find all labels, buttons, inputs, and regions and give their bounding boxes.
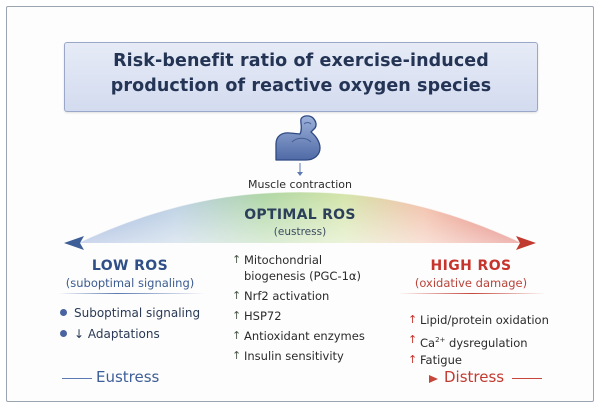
arrow-up-icon: ↑ xyxy=(232,289,242,302)
flexed-arm-icon xyxy=(275,115,321,161)
benefit-text: Mitochondrial xyxy=(244,253,323,267)
arrow-up-icon: ↑ xyxy=(232,349,242,362)
list-item: ↑ Lipid/protein oxidation xyxy=(408,310,549,330)
title-line-2: production of reactive oxygen species xyxy=(110,76,492,96)
damage-text: Fatigue xyxy=(420,353,462,367)
arrow-up-icon: ↑ xyxy=(408,353,418,366)
bullet-dot-icon xyxy=(60,309,67,316)
low-ros-title: LOW ROS xyxy=(91,258,169,274)
high-ros-effects-list: ↑ Lipid/protein oxidation ↑ Ca2+ dysregu… xyxy=(408,310,549,370)
list-item: ↑ Fatigue xyxy=(408,350,549,370)
arrow-up-icon: ↑ xyxy=(232,253,242,266)
title-box: Risk-benefit ratio of exercise-induced p… xyxy=(64,42,538,112)
arrow-up-icon: ↑ xyxy=(232,309,242,322)
benefit-text: Nrf2 activation xyxy=(244,289,330,303)
eustress-label: Eustress xyxy=(96,368,160,386)
title-line-1: Risk-benefit ratio of exercise-induced xyxy=(113,51,489,71)
optimal-ros-subtitle: (eustress) xyxy=(273,226,327,238)
distress-label: Distress xyxy=(444,368,505,386)
list-item: ↑ Antioxidant enzymes xyxy=(232,328,365,344)
distress-dash xyxy=(512,378,542,379)
low-effect-text: Suboptimal signaling xyxy=(74,306,201,320)
continuum-arrow xyxy=(168,375,438,383)
low-effect-text: ↓ Adaptations xyxy=(74,327,160,341)
eustress-dash xyxy=(62,378,92,379)
arrow-up-icon: ↑ xyxy=(408,333,418,346)
list-item: ↑ Nrf2 activation xyxy=(232,288,365,304)
list-item: ↑ Ca2+ dysregulation xyxy=(408,330,549,350)
benefit-text: Antioxidant enzymes xyxy=(244,329,365,343)
damage-text-prefix: Ca xyxy=(420,335,436,350)
benefit-text-continued: biogenesis (PGC-1α) xyxy=(244,269,361,283)
damage-text-superscript: 2+ xyxy=(435,336,446,344)
list-item: ↑ Mitochondrial biogenesis (PGC-1α) xyxy=(232,252,365,284)
list-item: ↑ HSP72 xyxy=(232,308,365,324)
muscle-contraction-label: Muscle contraction xyxy=(247,178,352,191)
low-ros-underline xyxy=(58,293,206,294)
damage-text-suffix: dysregulation xyxy=(445,335,528,350)
high-ros-title: HIGH ROS xyxy=(430,258,512,274)
arrow-up-icon: ↑ xyxy=(408,313,418,326)
bullet-dot-icon xyxy=(60,330,67,337)
optimal-ros-benefits-list: ↑ Mitochondrial biogenesis (PGC-1α) ↑ Nr… xyxy=(232,252,365,368)
low-ros-effects-list: Suboptimal signaling ↓ Adaptations xyxy=(60,303,200,345)
list-item: ↓ Adaptations xyxy=(60,324,200,345)
low-ros-subtitle: (suboptimal signaling) xyxy=(65,276,195,290)
list-item: ↑ Insulin sensitivity xyxy=(232,348,365,364)
list-item: Suboptimal signaling xyxy=(60,303,200,324)
benefit-text: Insulin sensitivity xyxy=(244,349,344,363)
arrow-down-icon xyxy=(297,163,303,176)
high-ros-underline xyxy=(398,293,546,294)
arrow-up-icon: ↑ xyxy=(232,329,242,342)
optimal-ros-title: OPTIMAL ROS xyxy=(244,207,356,223)
benefit-text: HSP72 xyxy=(244,309,282,323)
damage-text: Lipid/protein oxidation xyxy=(420,313,549,327)
high-ros-subtitle: (oxidative damage) xyxy=(414,276,528,290)
